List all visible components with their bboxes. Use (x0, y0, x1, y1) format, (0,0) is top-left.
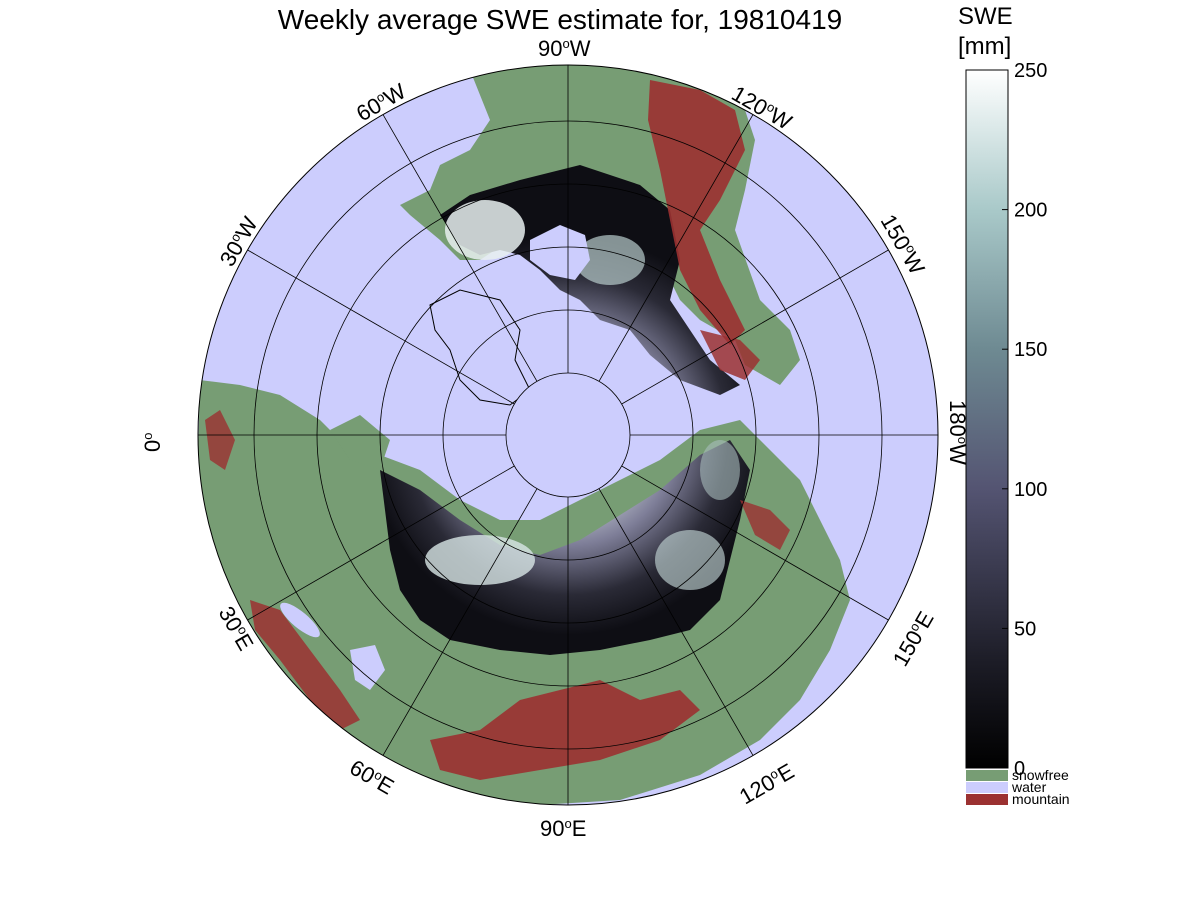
colorbar-title-line1: SWE (958, 3, 1013, 30)
siberia-mountains (740, 500, 790, 550)
colorbar-tick-label: 200 (1014, 200, 1047, 222)
scandinavia (330, 415, 390, 470)
colorbar-category-swatch (966, 794, 1008, 805)
colorbar-title: SWE [mm] (958, 2, 1013, 62)
central-asia-mountains (430, 680, 700, 780)
lon-label-60w: 60oW (352, 78, 410, 126)
meridians (198, 65, 938, 805)
colorbar-tick-label: 150 (1014, 339, 1047, 361)
lon-label-0: 0o (140, 433, 165, 452)
ural-caucasus-mountains (250, 600, 360, 730)
colorbar-ticks: 0 50 100 150 200 250 (1002, 60, 1047, 780)
eurasia-snow-bright-2 (655, 530, 725, 590)
meridian-line (247, 249, 515, 405)
colorbar-category-label: mountain (1012, 791, 1070, 807)
meridian-line (598, 114, 754, 382)
map-title: Weekly average SWE estimate for, 1981041… (277, 4, 843, 35)
colorbar-title-line2: [mm] (958, 33, 1012, 60)
meridian-line (247, 465, 515, 621)
colorbar-tick-label: 50 (1014, 618, 1036, 640)
north-america-snow-bright-2 (575, 235, 645, 285)
lon-label-90e: 90oE (540, 816, 586, 841)
colorbar-category-swatch (966, 782, 1008, 793)
meridian-line (621, 249, 889, 405)
colorbar-gradient (965, 69, 1009, 769)
hudson-bay (530, 225, 590, 280)
lon-label-120e: 120oE (735, 758, 798, 809)
eurasia-snow (380, 440, 750, 655)
colorbar-tick-label: 0 (1014, 758, 1025, 780)
colorbar-tick-label: 100 (1014, 479, 1047, 501)
meridian-line (382, 488, 538, 756)
colorbar-category-label: snowfree (1012, 767, 1069, 783)
alaska-range (700, 330, 760, 380)
meridian-line (382, 114, 538, 382)
lon-label-90w: 90oW (538, 36, 591, 61)
eurasia-snow-bright-3 (700, 440, 740, 500)
meridian-line (621, 465, 889, 621)
colorbar-category-swatch (966, 770, 1008, 781)
colorbar-category-label: water (1011, 779, 1047, 795)
lon-label-60e: 60oE (346, 755, 399, 800)
map-boundary (197, 64, 939, 806)
north-america-snow-bright (445, 200, 525, 260)
colorbar-tick-label: 250 (1014, 60, 1047, 82)
lake-balkhash (280, 602, 320, 638)
europe-mountains (205, 410, 235, 470)
caspian-sea (350, 645, 385, 690)
lon-label-150e: 150oE (888, 607, 939, 670)
eurasia-snow-bright (425, 535, 535, 585)
arctic-ocean (506, 373, 630, 497)
meridian-line (598, 488, 754, 756)
